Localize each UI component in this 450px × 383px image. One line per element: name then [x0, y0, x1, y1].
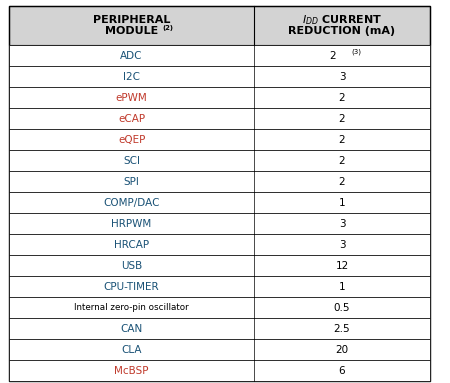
Text: COMP/DAC: COMP/DAC [104, 198, 160, 208]
Bar [9, 6, 430, 45]
Text: HRPWM: HRPWM [112, 219, 152, 229]
Bar [9, 339, 430, 360]
Text: 2: 2 [339, 135, 345, 145]
Bar [9, 66, 430, 87]
Text: 2: 2 [339, 155, 345, 165]
Bar [9, 171, 430, 192]
Text: 2: 2 [339, 93, 345, 103]
Text: 3: 3 [339, 72, 345, 82]
Text: (3): (3) [351, 49, 361, 56]
Text: McBSP: McBSP [114, 366, 149, 376]
Bar [9, 360, 430, 381]
Text: CAN: CAN [121, 324, 143, 334]
Text: 2: 2 [330, 51, 336, 61]
Bar [9, 297, 430, 318]
Bar [9, 276, 430, 297]
Bar [9, 108, 430, 129]
Text: REDUCTION (mA): REDUCTION (mA) [288, 26, 396, 36]
Text: ADC: ADC [121, 51, 143, 61]
Text: (2): (2) [162, 25, 173, 31]
Text: HRCAP: HRCAP [114, 240, 149, 250]
Text: 20: 20 [335, 345, 349, 355]
Text: 12: 12 [335, 260, 349, 271]
Text: Internal zero-pin oscillator: Internal zero-pin oscillator [74, 303, 189, 312]
Bar [9, 129, 430, 150]
Text: SCI: SCI [123, 155, 140, 165]
Bar [9, 255, 430, 276]
Bar [9, 234, 430, 255]
Bar [9, 87, 430, 108]
Bar [9, 150, 430, 171]
Bar [9, 318, 430, 339]
Text: SPI: SPI [124, 177, 140, 187]
Text: ePWM: ePWM [116, 93, 148, 103]
Text: $I_{DD}$ CURRENT: $I_{DD}$ CURRENT [302, 13, 382, 27]
Bar [9, 45, 430, 66]
Text: eCAP: eCAP [118, 114, 145, 124]
Text: 2: 2 [339, 177, 345, 187]
Text: 3: 3 [339, 240, 345, 250]
Bar [9, 192, 430, 213]
Text: eQEP: eQEP [118, 135, 145, 145]
Text: PERIPHERAL: PERIPHERAL [93, 15, 170, 25]
Text: MODULE: MODULE [105, 26, 158, 36]
Text: 2.5: 2.5 [334, 324, 350, 334]
Text: 1: 1 [339, 198, 345, 208]
Text: USB: USB [121, 260, 142, 271]
Text: 6: 6 [339, 366, 345, 376]
Text: 3: 3 [339, 219, 345, 229]
Text: I2C: I2C [123, 72, 140, 82]
Bar [9, 213, 430, 234]
Text: CLA: CLA [122, 345, 142, 355]
Text: 1: 1 [339, 282, 345, 291]
Text: 0.5: 0.5 [334, 303, 350, 313]
Text: CPU-TIMER: CPU-TIMER [104, 282, 159, 291]
Text: 2: 2 [339, 114, 345, 124]
